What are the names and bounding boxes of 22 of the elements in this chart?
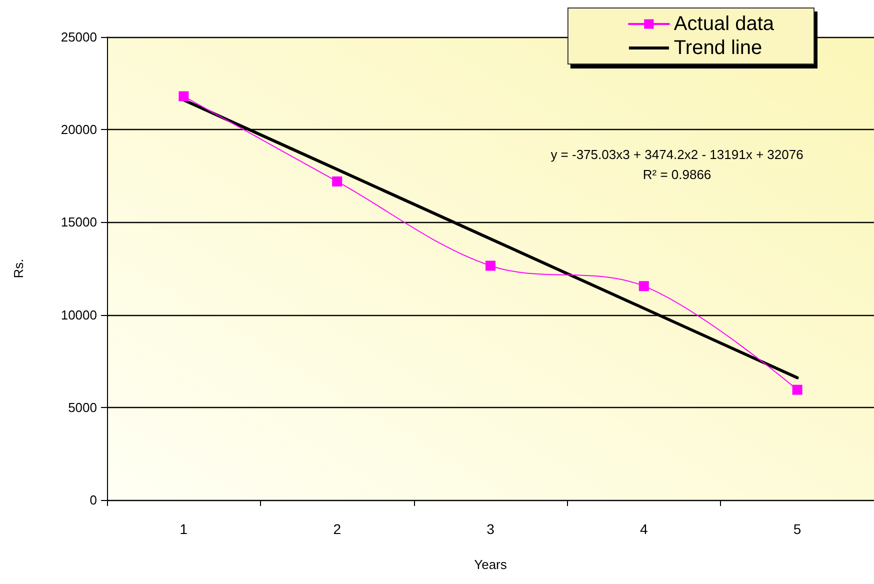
x-tick-label: 2: [333, 521, 342, 537]
legend-label: Trend line: [674, 37, 762, 59]
legend-label: Actual data: [674, 13, 775, 35]
x-tick-label: 3: [486, 521, 495, 537]
point: [486, 260, 496, 271]
annotation: R² = 0.9866: [642, 167, 712, 182]
annotation: y = -375.03x3 + 3474.2x2 - 13191x + 32076: [550, 147, 804, 162]
x-axis-title: Years: [474, 557, 508, 572]
x-tick-label: 4: [640, 521, 648, 537]
point: [178, 91, 189, 102]
y-tick-label: 5000: [68, 400, 97, 415]
x-tick-label: 5: [793, 521, 802, 537]
y-tick-label: 20000: [60, 122, 97, 138]
y-tick-label: 15000: [60, 214, 97, 230]
x-tick-label: 1: [180, 521, 188, 537]
y-tick-label: 10000: [60, 307, 97, 322]
y-tick-label: 0: [90, 492, 97, 508]
point: [792, 384, 802, 395]
point: [638, 281, 649, 292]
point: [332, 176, 342, 186]
y-tick-label: 25000: [60, 30, 97, 44]
y-axis-title: Rs.: [11, 258, 26, 278]
